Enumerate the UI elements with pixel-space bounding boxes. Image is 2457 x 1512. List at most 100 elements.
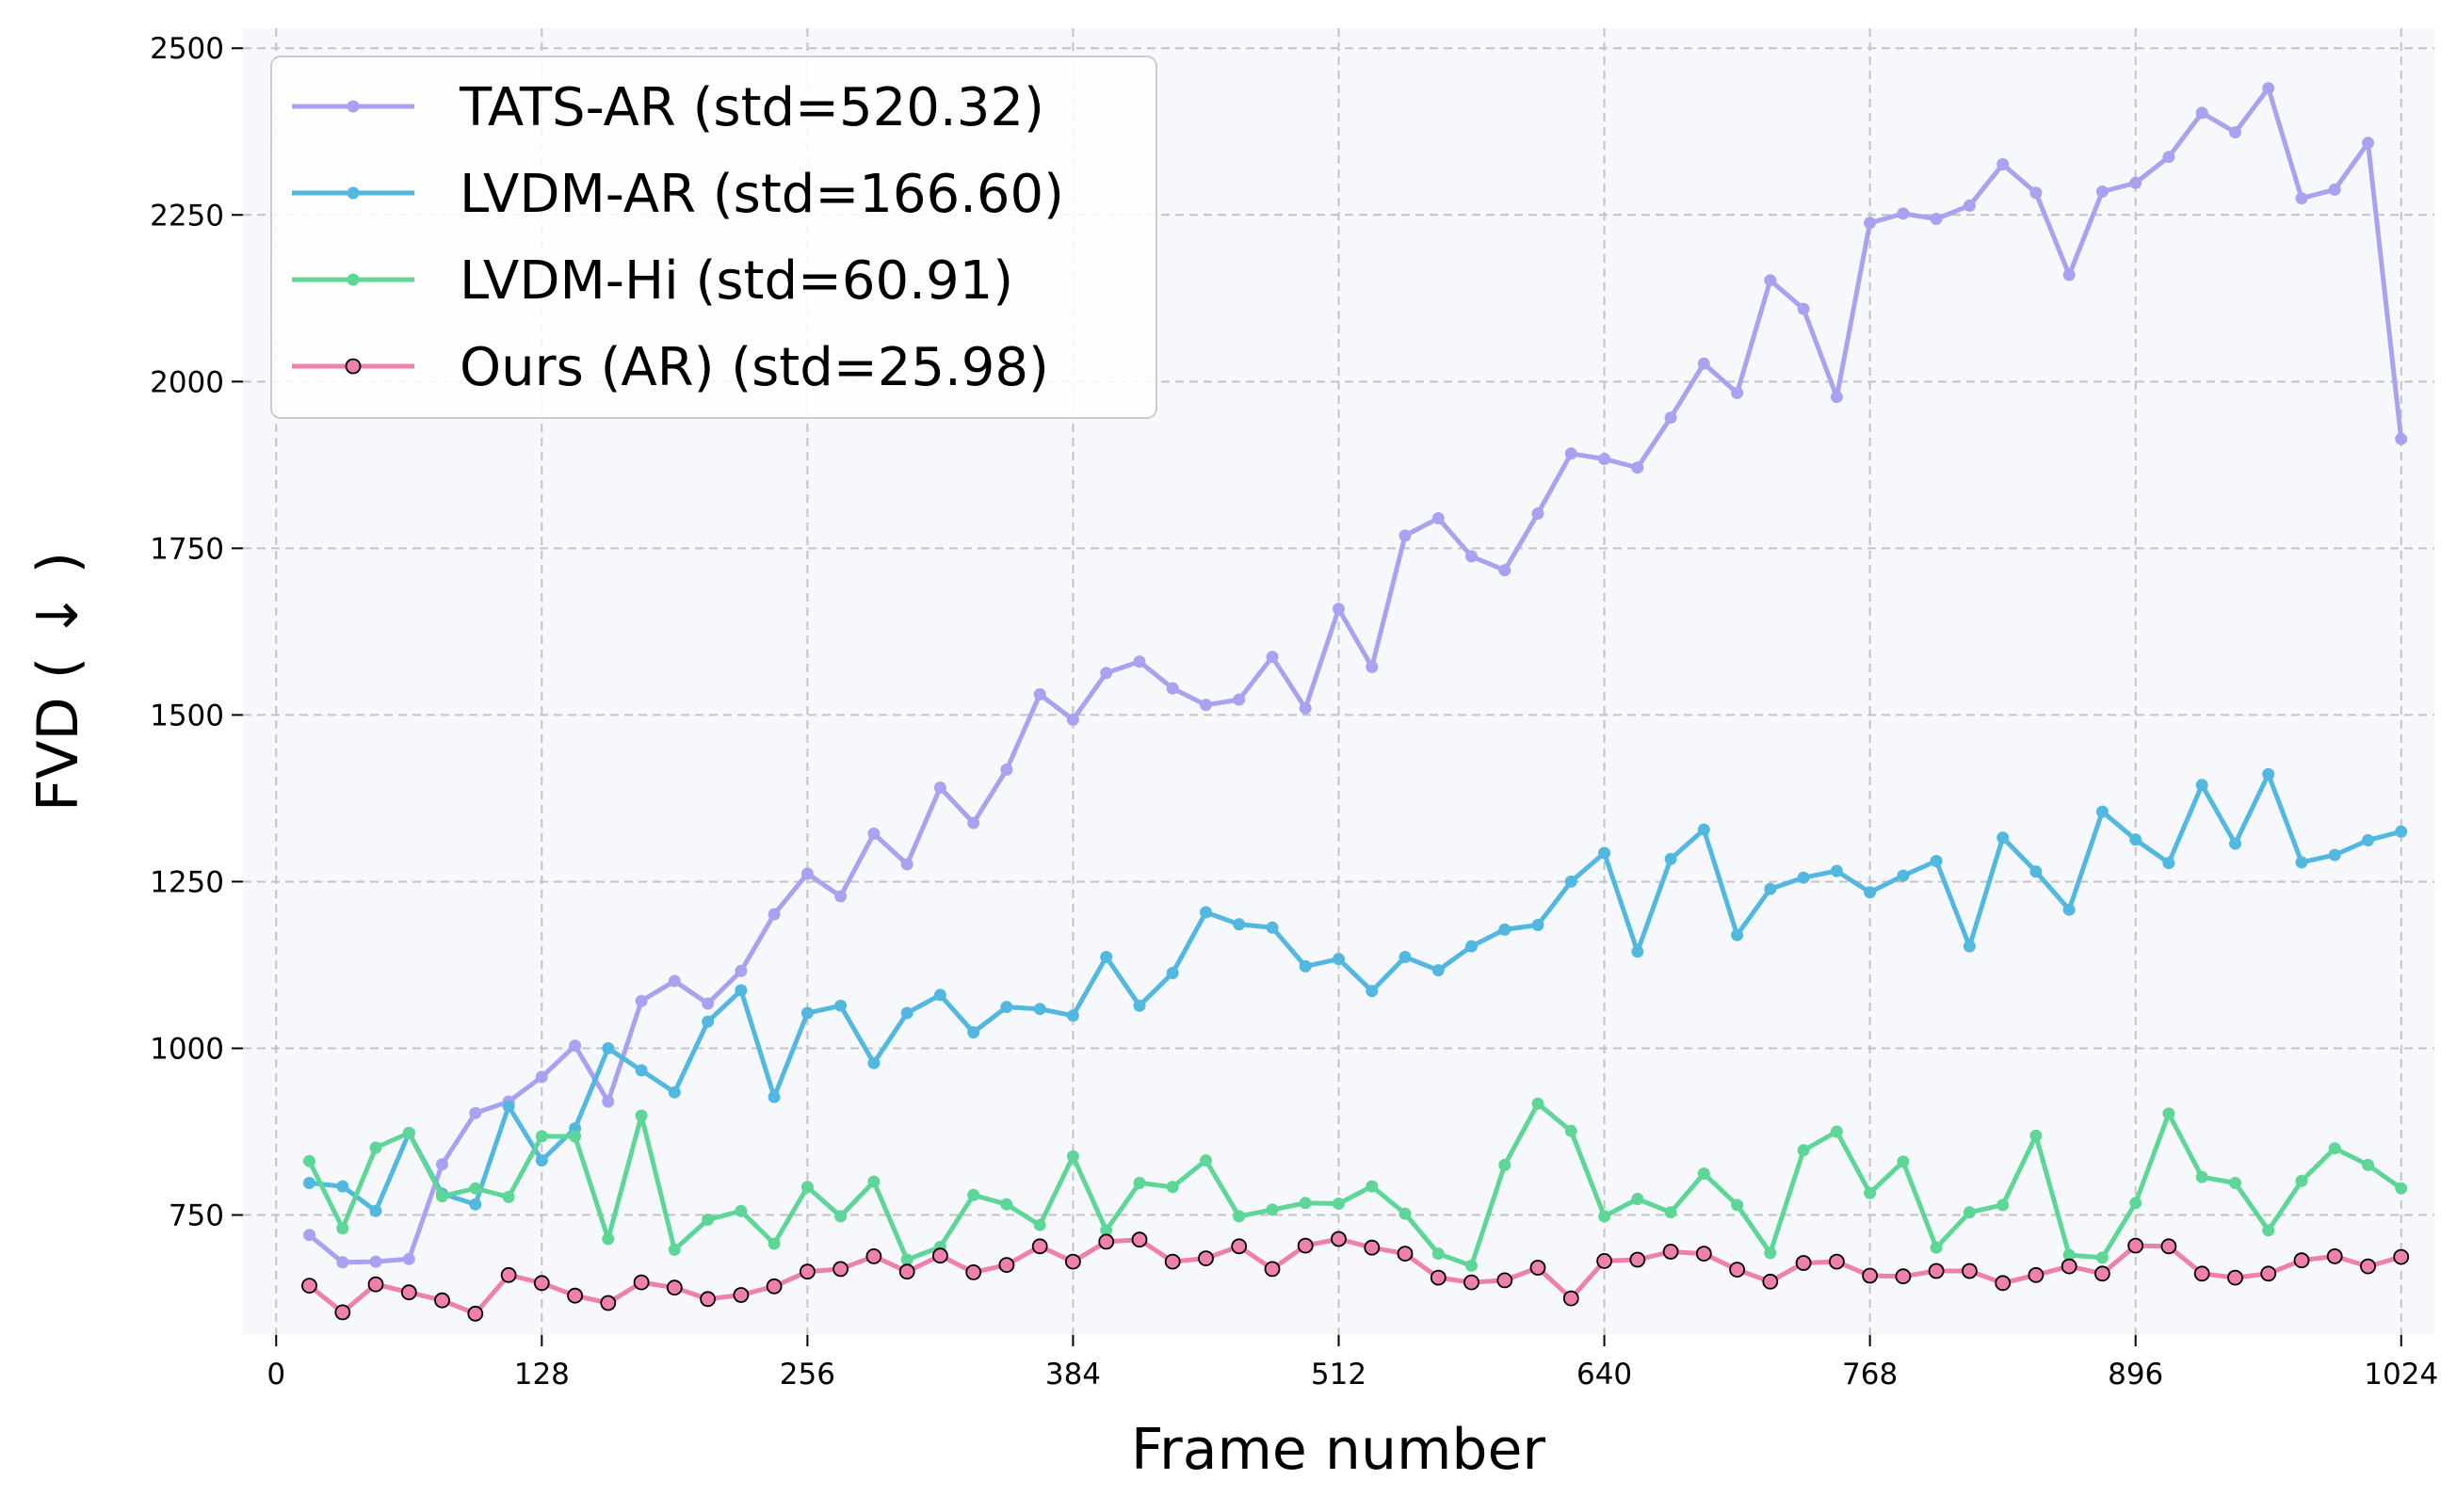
data-point xyxy=(933,989,946,1002)
data-point xyxy=(1930,213,1943,225)
data-point xyxy=(1797,302,1810,315)
data-point xyxy=(800,867,814,880)
data-point xyxy=(2229,126,2241,138)
data-point xyxy=(2227,1269,2243,1286)
data-point xyxy=(1299,959,1312,973)
data-point xyxy=(2328,183,2341,196)
data-point xyxy=(1033,1003,1046,1016)
series-2 xyxy=(303,767,2408,1217)
series-line xyxy=(309,771,2402,1214)
data-point xyxy=(1762,1273,1779,1290)
data-point xyxy=(1897,869,1910,882)
data-point xyxy=(1431,512,1445,524)
data-point xyxy=(1299,1197,1312,1210)
legend-swatch-marker xyxy=(347,273,360,286)
data-point xyxy=(369,1204,382,1217)
data-point xyxy=(1498,564,1511,577)
data-point xyxy=(2093,1265,2110,1282)
data-point xyxy=(733,1287,750,1303)
y-tick-label: 1500 xyxy=(150,699,224,732)
data-point xyxy=(369,1141,382,1154)
data-point xyxy=(1598,846,1611,860)
data-point xyxy=(735,984,748,997)
data-point xyxy=(1564,875,1577,888)
data-point xyxy=(1697,357,1710,370)
data-point xyxy=(2029,865,2043,878)
data-point xyxy=(1397,1246,1414,1262)
data-point xyxy=(1266,921,1279,934)
data-point xyxy=(1233,1210,1246,1223)
data-point xyxy=(1697,823,1710,836)
legend-entry: LVDM-Hi (std=60.91) xyxy=(292,250,1013,312)
legend-label: LVDM-Hi (std=60.91) xyxy=(460,250,1013,312)
data-point xyxy=(1200,699,1212,712)
data-point xyxy=(369,1255,382,1268)
data-point xyxy=(2061,1258,2077,1275)
data-point xyxy=(2095,1251,2109,1264)
data-point xyxy=(702,1015,715,1028)
data-point xyxy=(2195,1170,2208,1183)
data-point xyxy=(502,1100,515,1113)
data-point xyxy=(1830,391,1843,404)
data-point xyxy=(1697,1167,1710,1181)
data-point xyxy=(2260,1265,2277,1282)
x-tick-label: 896 xyxy=(2108,1358,2163,1391)
data-point xyxy=(768,908,781,921)
data-point xyxy=(2095,185,2109,198)
data-point xyxy=(436,1158,448,1171)
data-point xyxy=(2295,192,2308,205)
data-point xyxy=(1430,1269,1447,1286)
x-tick-label: 256 xyxy=(780,1358,835,1391)
data-point xyxy=(1331,1231,1347,1247)
data-point xyxy=(1764,1247,1777,1260)
data-point xyxy=(1233,918,1246,931)
data-point xyxy=(1897,207,1910,220)
y-axis-title: FVD ( ↓ ) xyxy=(25,552,91,812)
y-tick-label: 1750 xyxy=(150,532,224,566)
data-point xyxy=(602,1232,615,1246)
data-point xyxy=(1133,655,1146,668)
data-point xyxy=(668,1086,681,1099)
data-point xyxy=(469,1198,482,1211)
data-point xyxy=(400,1284,417,1301)
legend-swatch-marker xyxy=(345,358,362,375)
data-point xyxy=(1100,1224,1113,1237)
data-point xyxy=(602,1095,615,1108)
data-point xyxy=(633,1274,650,1291)
data-point xyxy=(1100,951,1113,963)
data-point xyxy=(867,828,881,840)
data-point xyxy=(1465,940,1478,953)
data-point xyxy=(1596,1253,1612,1269)
data-point xyxy=(402,1126,415,1139)
data-point xyxy=(1996,831,2010,844)
data-point xyxy=(2295,856,2308,869)
data-point xyxy=(1133,999,1146,1012)
data-point xyxy=(865,1248,882,1264)
data-point xyxy=(834,1210,848,1223)
data-point xyxy=(1830,864,1843,877)
data-point xyxy=(2162,151,2175,164)
data-point xyxy=(800,1181,814,1194)
data-point xyxy=(2362,137,2374,150)
data-point xyxy=(2295,1174,2308,1187)
data-point xyxy=(2160,1238,2177,1255)
data-point xyxy=(967,1188,980,1201)
data-point xyxy=(2195,779,2208,792)
data-point xyxy=(535,1070,548,1084)
data-point xyxy=(1864,1186,1877,1199)
legend-entry: TATS-AR (std=520.32) xyxy=(292,77,1044,138)
x-tick-label: 768 xyxy=(1842,1358,1898,1391)
x-tick-label: 640 xyxy=(1576,1358,1632,1391)
data-point xyxy=(1166,967,1179,979)
data-point xyxy=(434,1292,450,1309)
data-point xyxy=(668,1243,681,1256)
data-point xyxy=(2062,1248,2076,1262)
data-point xyxy=(702,997,715,1010)
data-point xyxy=(1531,919,1544,931)
data-point xyxy=(500,1266,517,1283)
data-point xyxy=(1729,1262,1745,1278)
data-point xyxy=(1930,1241,1943,1254)
data-point xyxy=(967,816,980,829)
data-point xyxy=(303,1154,315,1167)
data-point xyxy=(1664,852,1677,865)
